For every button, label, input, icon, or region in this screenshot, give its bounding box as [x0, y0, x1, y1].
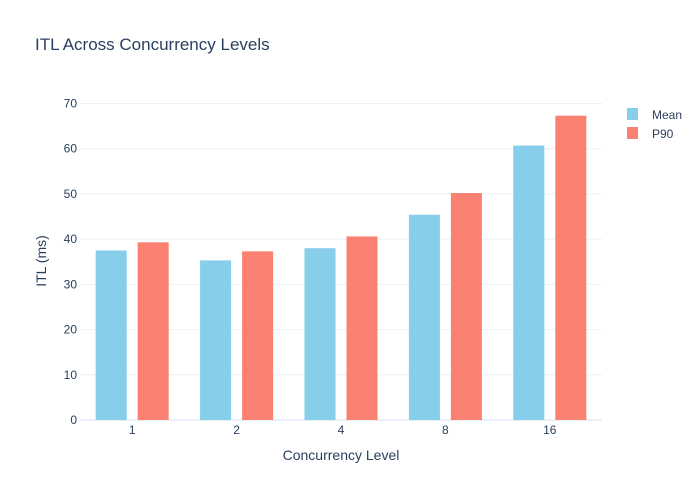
x-tick-label: 2 — [233, 423, 240, 437]
y-tick-label: 70 — [64, 97, 78, 111]
y-tick-label: 20 — [64, 323, 78, 337]
bar-mean-4[interactable] — [304, 248, 336, 420]
legend-swatch — [627, 127, 638, 139]
bars — [95, 115, 587, 420]
bar-mean-2[interactable] — [200, 260, 232, 420]
y-tick-label: 30 — [64, 277, 78, 291]
legend-swatch — [627, 108, 638, 120]
bar-p90-2[interactable] — [242, 251, 274, 420]
legend-label: Mean — [652, 108, 682, 122]
x-tick-label: 8 — [442, 423, 449, 437]
y-tick-label: 10 — [64, 368, 78, 382]
y-axis-title: ITL (ms) — [33, 235, 49, 287]
bar-p90-1[interactable] — [137, 242, 169, 420]
bar-mean-8[interactable] — [408, 214, 440, 420]
x-tick-label: 1 — [129, 423, 136, 437]
legend-label: P90 — [652, 127, 674, 141]
bar-mean-16[interactable] — [513, 145, 545, 420]
y-tick-label: 50 — [64, 187, 78, 201]
legend[interactable]: Mean P90 — [627, 108, 682, 141]
bar-p90-8[interactable] — [450, 193, 482, 420]
x-axis-title: Concurrency Level — [283, 447, 400, 463]
bar-mean-1[interactable] — [95, 250, 127, 420]
y-tick-label: 0 — [70, 413, 77, 427]
bar-p90-16[interactable] — [555, 115, 587, 420]
legend-item-p90[interactable]: P90 — [627, 127, 674, 141]
y-tick-label: 40 — [64, 232, 78, 246]
x-tick-label: 4 — [338, 423, 345, 437]
x-axis-ticks: 1 2 4 8 16 — [129, 423, 557, 437]
y-tick-label: 60 — [64, 142, 78, 156]
legend-item-mean[interactable]: Mean — [627, 108, 682, 122]
bar-p90-4[interactable] — [346, 236, 378, 420]
y-axis-ticks: 0 10 20 30 40 50 60 70 — [64, 97, 78, 428]
chart-title: ITL Across Concurrency Levels — [35, 35, 270, 54]
x-tick-label: 16 — [543, 423, 557, 437]
